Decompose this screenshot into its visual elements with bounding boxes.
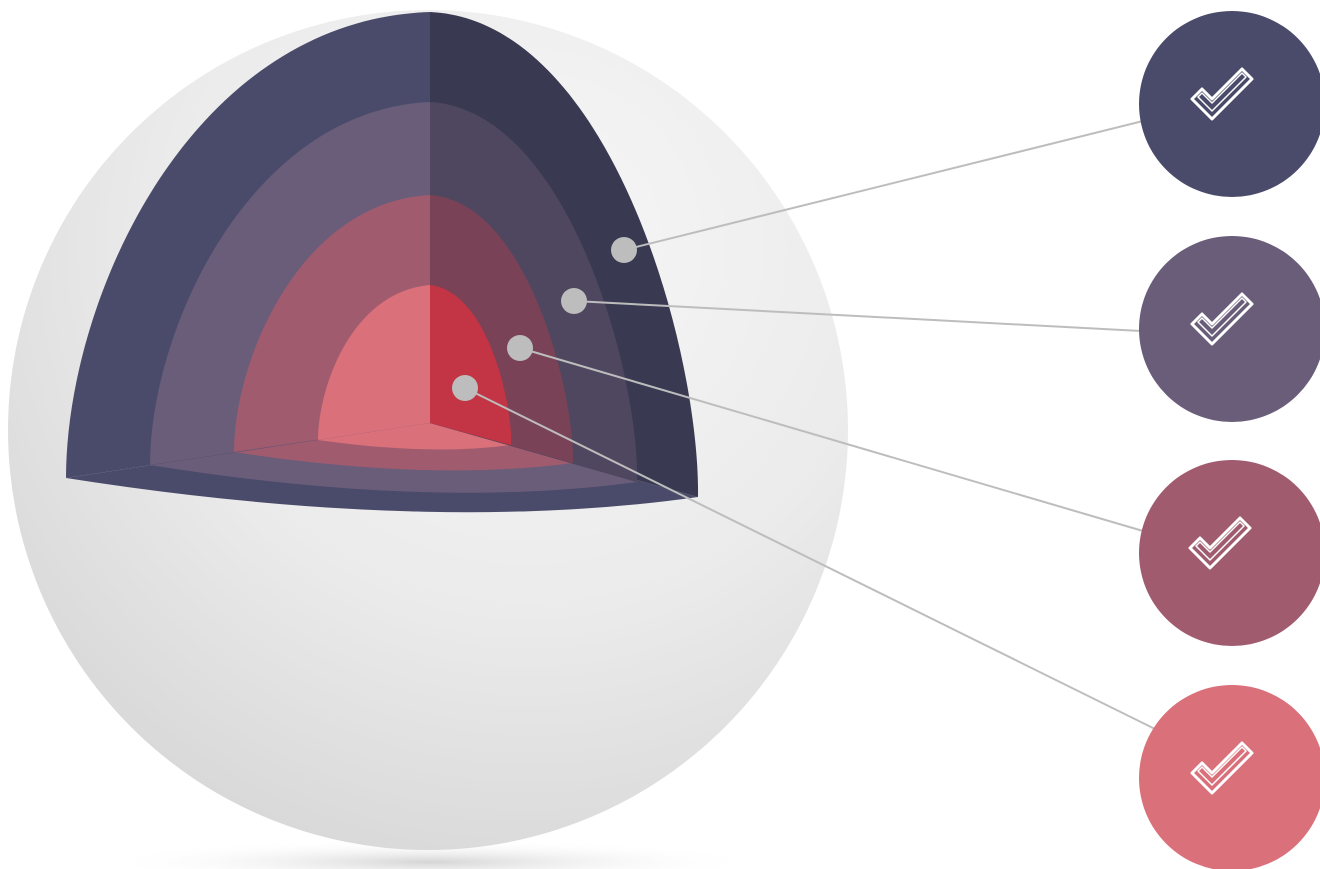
badge-circle-3 <box>1139 460 1320 646</box>
connector-line-1 <box>623 120 1144 251</box>
connector-dots <box>452 237 637 401</box>
badge-2 <box>1139 236 1320 422</box>
badge-circle-1 <box>1139 11 1320 197</box>
connector-dot-4 <box>452 375 478 401</box>
connector-dot-2 <box>561 288 587 314</box>
connector-line-3 <box>519 347 1144 532</box>
sphere-shadow <box>100 840 760 869</box>
cutaway <box>66 12 699 513</box>
floor-core <box>318 423 511 450</box>
connector-dot-3 <box>507 335 533 361</box>
connector-line-2 <box>573 300 1142 332</box>
badge-1 <box>1139 11 1320 197</box>
core-side <box>430 285 512 445</box>
connector-line-4 <box>464 387 1156 730</box>
core-front <box>318 285 430 440</box>
connector-dot-1 <box>611 237 637 263</box>
connectors <box>464 120 1156 730</box>
badge-4 <box>1139 685 1320 869</box>
badge-circle-2 <box>1139 236 1320 422</box>
badge-3 <box>1139 460 1320 646</box>
